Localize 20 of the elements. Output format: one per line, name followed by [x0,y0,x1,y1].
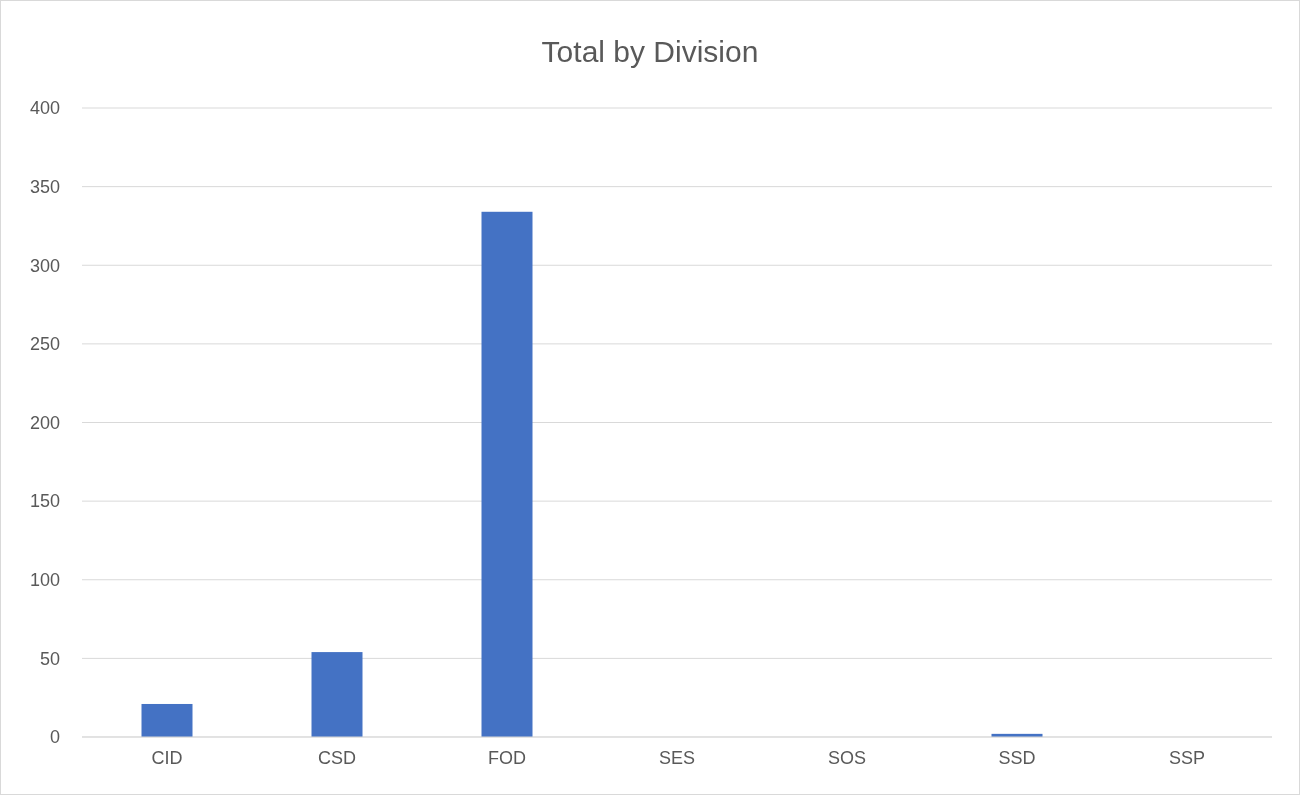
bar [141,703,193,737]
x-tick-label: SSD [998,748,1036,768]
x-tick-label: CID [151,748,183,768]
y-tick-label: 350 [29,176,60,197]
x-tick-label: SSP [1168,748,1206,768]
y-tick-label: 200 [29,412,60,433]
x-tick-label: SES [658,748,696,768]
bar [481,211,533,737]
y-tick-label: 250 [29,334,60,355]
bar [311,652,363,737]
y-tick-label: 0 [49,727,60,748]
x-tick-label: FOD [488,748,526,768]
y-tick-label: 50 [39,648,60,669]
x-tick-label: SOS [827,748,867,768]
x-tick-label: CSD [317,748,357,768]
chart-title: Total by Division [541,35,759,68]
y-tick-label: 150 [29,491,60,512]
y-tick-label: 300 [29,255,60,276]
y-tick-label: 100 [29,570,60,591]
y-tick-label: 400 [29,98,60,119]
